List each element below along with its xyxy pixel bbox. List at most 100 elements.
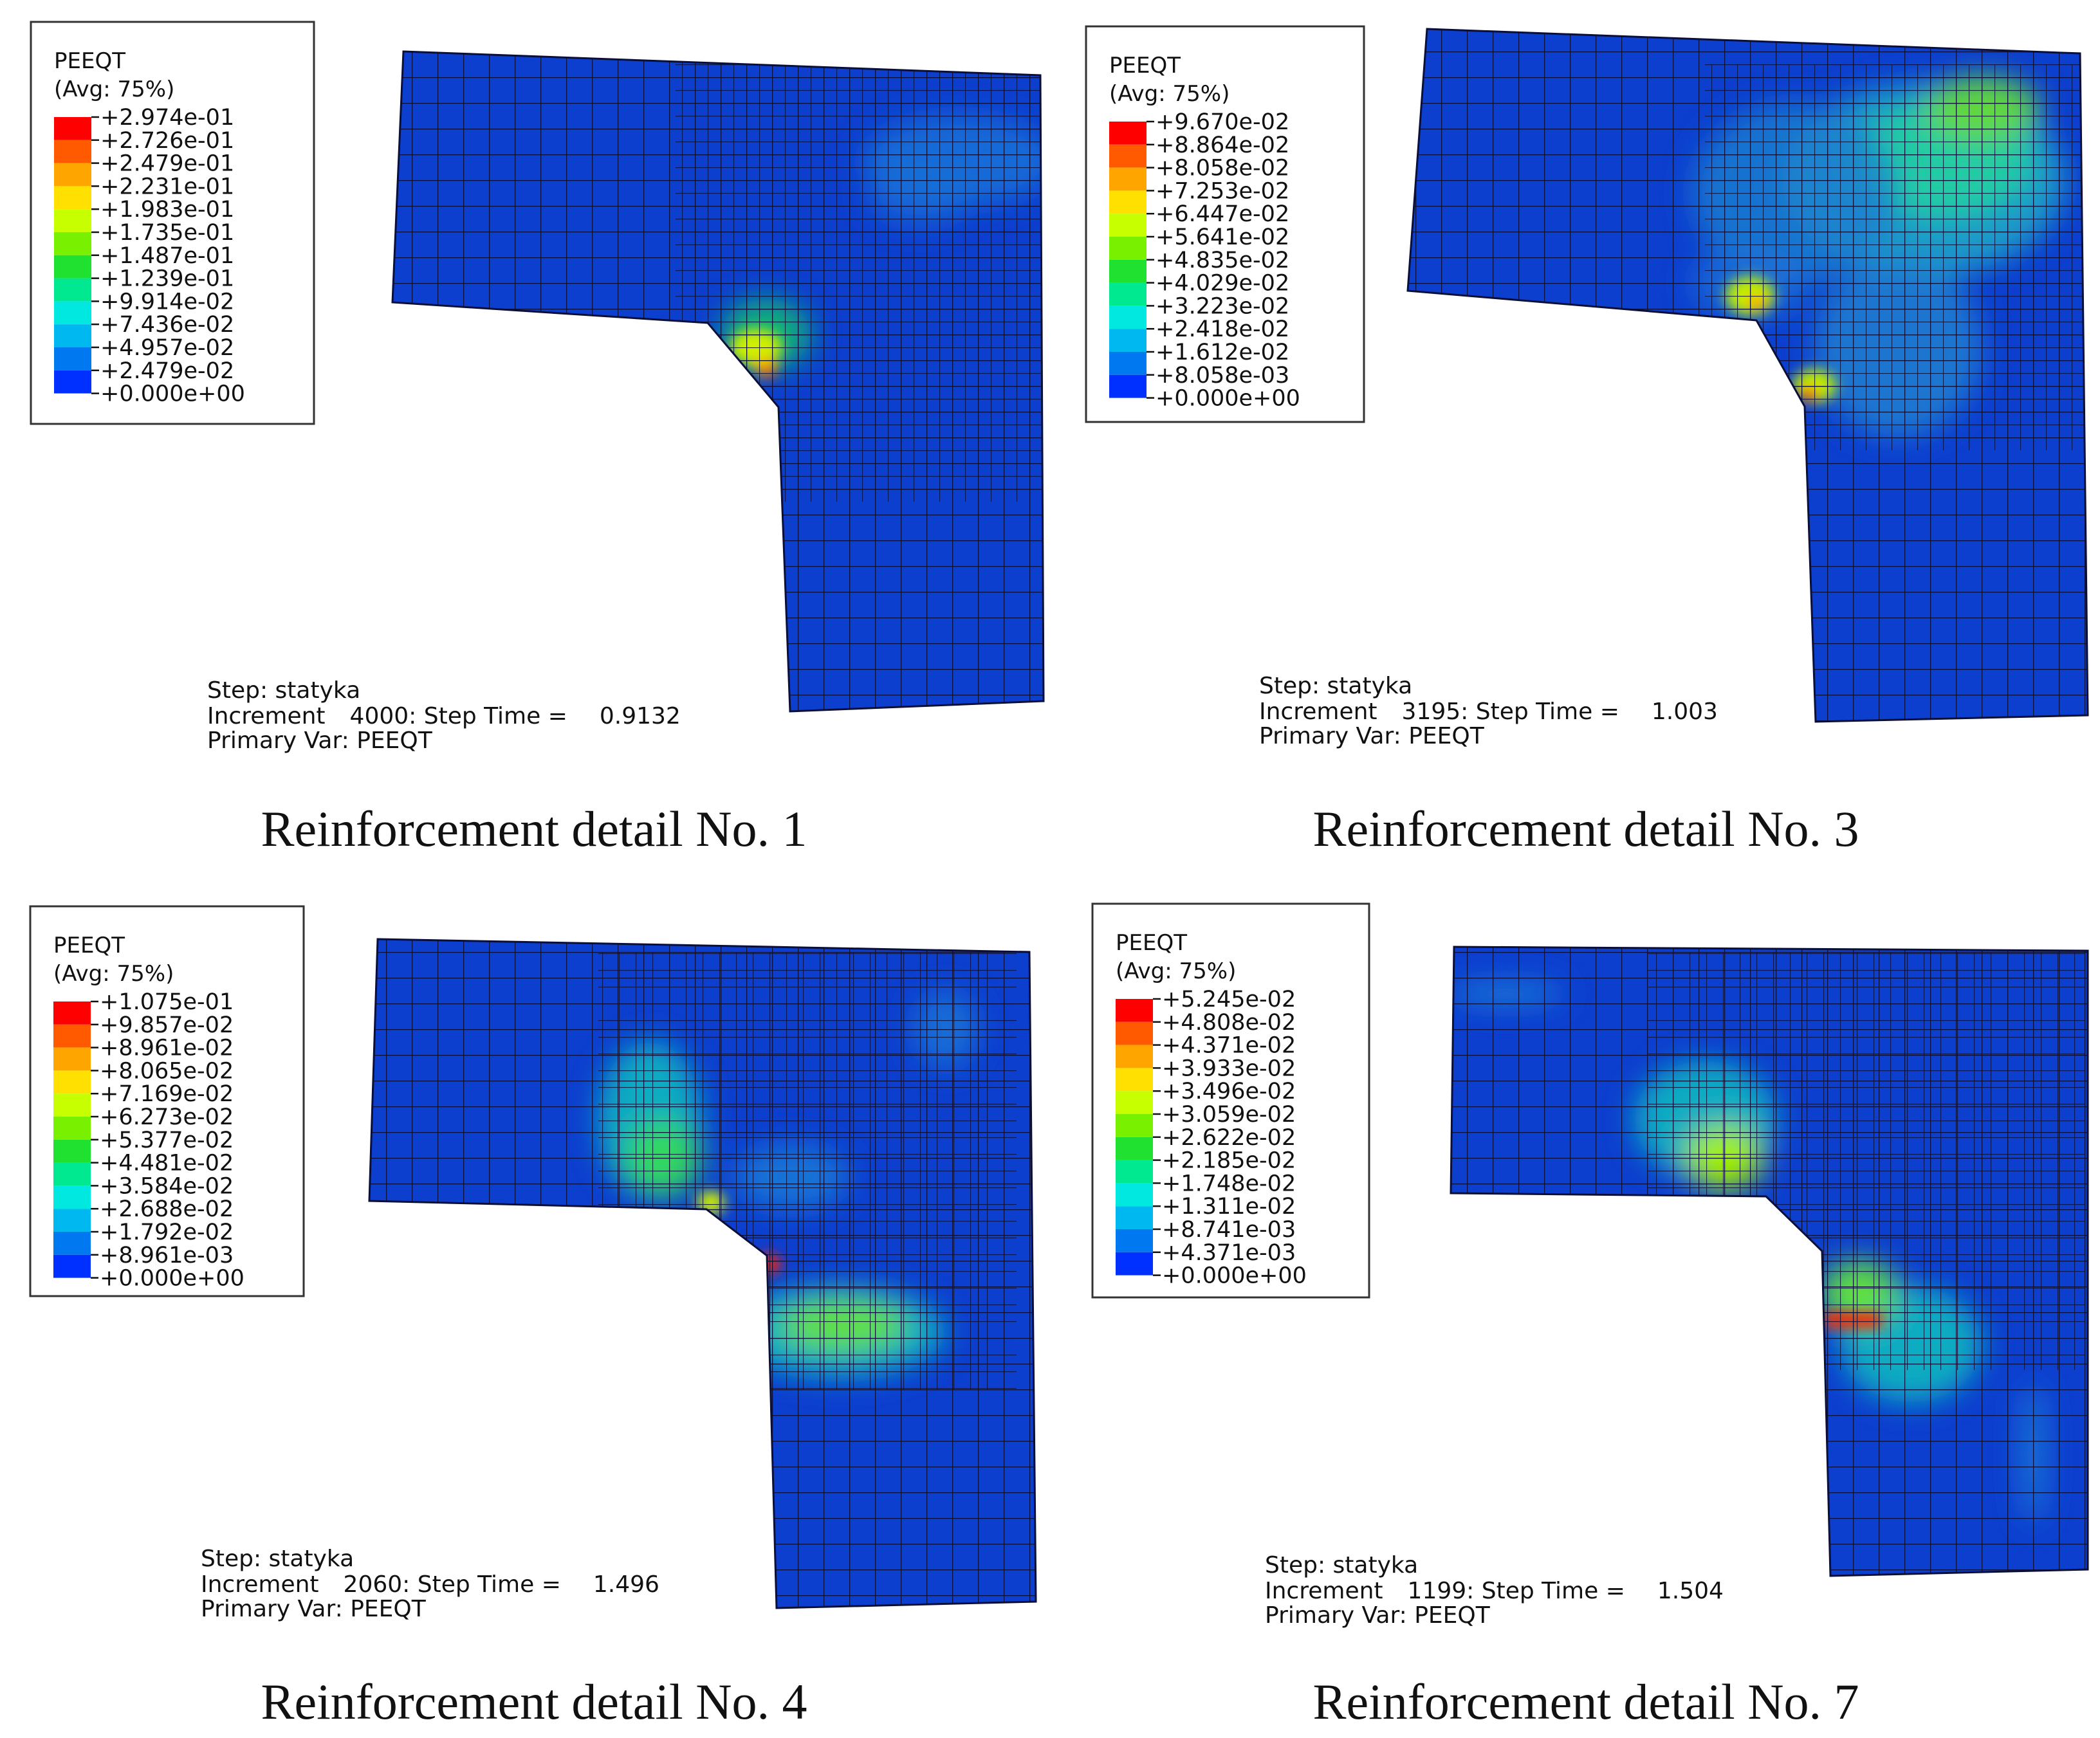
legend-title: PEEQT bbox=[1116, 930, 1187, 956]
legend-swatch bbox=[1109, 352, 1147, 375]
legend-value: +2.622e-02 bbox=[1162, 1125, 1296, 1151]
step-time-label: : Step Time = bbox=[1466, 1578, 1625, 1604]
legend-swatch bbox=[54, 117, 91, 140]
step-time-label: : Step Time = bbox=[1460, 699, 1619, 725]
legend-value: +4.371e-02 bbox=[1162, 1033, 1296, 1059]
panel-caption: Reinforcement detail No. 3 bbox=[1312, 801, 1859, 857]
increment-value: 3195 bbox=[1402, 699, 1461, 725]
legend-title: PEEQT bbox=[54, 48, 125, 74]
legend: PEEQT(Avg: 75%)+9.670e-02+8.864e-02+8.05… bbox=[1085, 25, 1365, 423]
legend-value: +2.479e-01 bbox=[100, 151, 234, 177]
legend-value: +0.000e+00 bbox=[1162, 1263, 1307, 1289]
legend-swatch bbox=[1109, 190, 1147, 214]
legend-swatch bbox=[54, 347, 91, 370]
legend-value: +3.223e-02 bbox=[1156, 293, 1289, 319]
step-label: Step: statyka bbox=[1259, 673, 1412, 699]
legend-swatch bbox=[1116, 1045, 1153, 1068]
legend-value: +3.933e-02 bbox=[1162, 1056, 1296, 1081]
legend-value: +5.641e-02 bbox=[1156, 224, 1289, 250]
legend-swatch bbox=[53, 1209, 91, 1232]
legend-swatch bbox=[54, 301, 91, 325]
legend-swatch bbox=[1116, 1114, 1153, 1137]
legend-value: +4.957e-02 bbox=[100, 335, 234, 361]
legend-swatch bbox=[1109, 259, 1147, 283]
legend-swatch bbox=[1116, 1091, 1153, 1114]
legend-value: +7.253e-02 bbox=[1156, 178, 1289, 204]
legend-value: +4.371e-03 bbox=[1162, 1240, 1296, 1266]
legend-swatch bbox=[53, 1024, 91, 1048]
legend-swatch bbox=[1116, 1183, 1153, 1207]
legend-value: +1.612e-02 bbox=[1156, 340, 1289, 365]
legend-swatch bbox=[54, 370, 91, 394]
legend-value: +8.741e-03 bbox=[1162, 1217, 1296, 1243]
legend-value: +2.231e-01 bbox=[100, 174, 234, 199]
legend-swatch bbox=[1116, 1021, 1153, 1045]
legend-value: +0.000e+00 bbox=[100, 381, 245, 407]
legend-value: +1.792e-02 bbox=[100, 1220, 234, 1245]
legend-swatch bbox=[1109, 237, 1147, 260]
increment-label: Increment bbox=[207, 703, 326, 729]
fe-model-7 bbox=[1450, 946, 2089, 1577]
legend-value: +6.447e-02 bbox=[1156, 201, 1289, 227]
increment-label: Increment bbox=[1265, 1578, 1383, 1604]
legend-value: +8.961e-03 bbox=[100, 1243, 234, 1268]
legend-swatch bbox=[1116, 1206, 1153, 1229]
legend: PEEQT(Avg: 75%)+1.075e-01+9.857e-02+8.96… bbox=[29, 905, 305, 1297]
legend-swatch bbox=[54, 255, 91, 279]
legend-swatch bbox=[53, 1139, 91, 1163]
legend-subtitle: (Avg: 75%) bbox=[53, 961, 174, 987]
legend-swatch bbox=[1116, 999, 1153, 1022]
legend-value: +7.436e-02 bbox=[100, 312, 234, 338]
panel-p3: PEEQT(Avg: 75%)+9.670e-02+8.864e-02+8.05… bbox=[1085, 25, 1859, 857]
legend-value: +1.239e-01 bbox=[100, 266, 234, 292]
legend-swatch bbox=[53, 1002, 91, 1025]
legend-subtitle: (Avg: 75%) bbox=[1109, 81, 1230, 107]
legend-swatch bbox=[54, 140, 91, 163]
legend-value: +3.584e-02 bbox=[100, 1173, 234, 1199]
legend-swatch bbox=[1109, 374, 1147, 398]
legend-value: +2.688e-02 bbox=[100, 1196, 234, 1222]
step-time-label: : Step Time = bbox=[409, 703, 567, 729]
step-time-value: 1.504 bbox=[1657, 1578, 1724, 1604]
legend-value: +9.857e-02 bbox=[100, 1012, 234, 1038]
legend-swatch bbox=[53, 1254, 91, 1278]
increment-line: Increment 3195: Step Time = 1.003 bbox=[1259, 699, 1718, 725]
legend-swatch bbox=[1109, 329, 1147, 352]
legend-swatch bbox=[53, 1162, 91, 1186]
panel-p7: PEEQT(Avg: 75%)+5.245e-02+4.808e-02+4.37… bbox=[1091, 902, 1859, 1730]
legend-value: +8.864e-02 bbox=[1156, 133, 1289, 158]
panel-p1: PEEQT(Avg: 75%)+2.974e-01+2.726e-01+2.47… bbox=[30, 21, 807, 857]
legend-swatch bbox=[53, 1047, 91, 1071]
legend-value: +1.735e-01 bbox=[100, 220, 234, 246]
legend-value: +1.311e-02 bbox=[1162, 1194, 1296, 1220]
primary-var: Primary Var: PEEQT bbox=[207, 727, 433, 754]
legend-swatch bbox=[1116, 1137, 1153, 1160]
legend-swatch bbox=[54, 209, 91, 232]
legend-title: PEEQT bbox=[53, 933, 125, 958]
increment-value: 2060 bbox=[344, 1571, 403, 1598]
legend-swatch bbox=[54, 186, 91, 210]
legend-swatch bbox=[53, 1070, 91, 1094]
legend-value: +4.835e-02 bbox=[1156, 248, 1289, 273]
primary-var: Primary Var: PEEQT bbox=[201, 1596, 427, 1622]
step-label: Step: statyka bbox=[1265, 1552, 1418, 1578]
legend-value: +2.974e-01 bbox=[100, 105, 234, 131]
legend-value: +8.058e-03 bbox=[1156, 363, 1289, 389]
step-time-value: 0.9132 bbox=[600, 703, 681, 729]
legend-swatch bbox=[53, 1185, 91, 1209]
legend-value: +1.983e-01 bbox=[100, 197, 234, 223]
legend-value: +8.961e-02 bbox=[100, 1036, 234, 1061]
increment-line: Increment 1199: Step Time = 1.504 bbox=[1265, 1578, 1724, 1604]
legend-value: +7.169e-02 bbox=[100, 1081, 234, 1107]
legend-value: +4.481e-02 bbox=[100, 1151, 234, 1176]
step-label: Step: statyka bbox=[207, 677, 360, 704]
legend-swatch bbox=[54, 163, 91, 187]
increment-value: 4000 bbox=[350, 703, 409, 729]
step-label: Step: statyka bbox=[201, 1546, 354, 1572]
fe-model-3 bbox=[1406, 28, 2089, 723]
increment-line: Increment 2060: Step Time = 1.496 bbox=[201, 1571, 659, 1598]
